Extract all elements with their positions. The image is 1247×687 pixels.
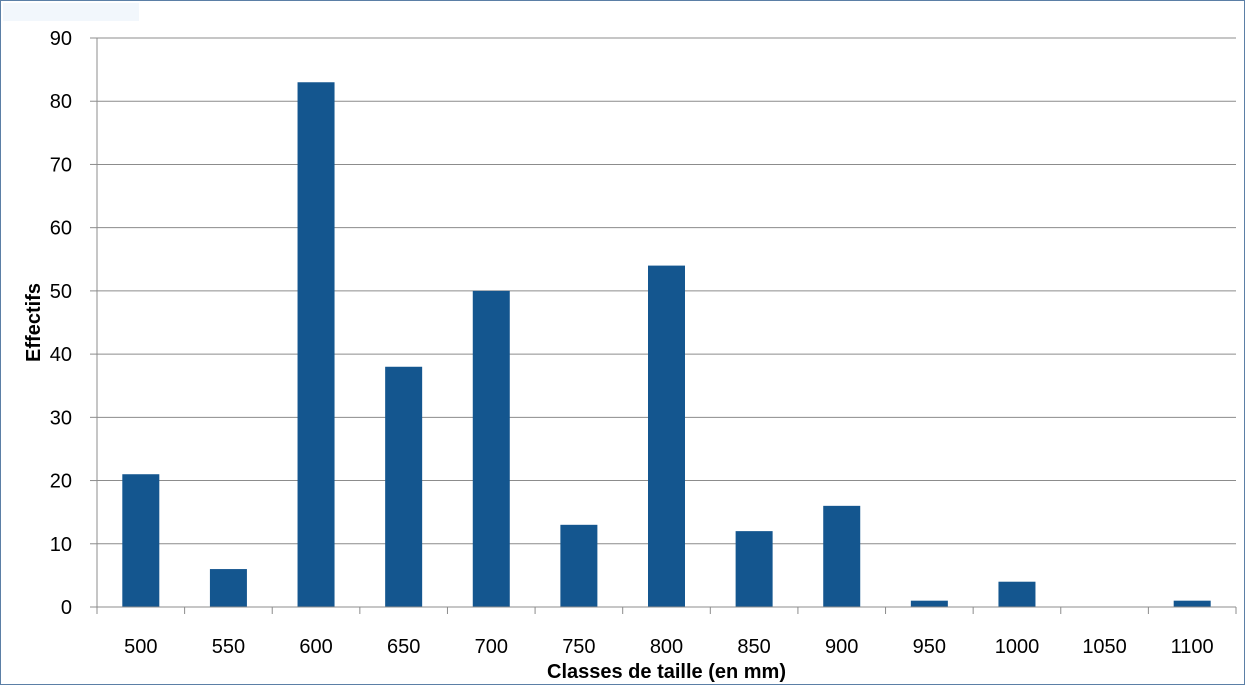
bar: [472, 290, 510, 607]
x-tick-label: 1000: [995, 636, 1040, 658]
y-tick-label: 0: [61, 597, 72, 619]
x-tick-label: 900: [825, 636, 858, 658]
x-tick-label: 700: [475, 636, 508, 658]
x-tick-label: 800: [650, 636, 683, 658]
y-tick-label: 10: [50, 534, 72, 556]
y-axis-title: Effectifs: [23, 283, 45, 362]
y-tick-label: 20: [50, 471, 72, 493]
bar: [998, 581, 1036, 607]
bar: [297, 82, 335, 607]
bar: [385, 366, 423, 607]
bar: [122, 474, 160, 607]
x-axis-title: Classes de taille (en mm): [547, 661, 786, 683]
bar: [823, 505, 861, 607]
y-tick-label: 80: [50, 91, 72, 113]
x-tick-label: 1100: [1171, 636, 1214, 658]
x-tick-label: 950: [913, 636, 946, 658]
bar: [648, 265, 685, 607]
axes: [90, 37, 1237, 614]
x-tick-label: 600: [299, 636, 332, 658]
bar: [910, 600, 948, 607]
x-tick-label: 550: [212, 636, 245, 658]
x-tick-label: 850: [737, 636, 770, 658]
y-tick-label: 90: [50, 28, 72, 50]
bar: [560, 524, 598, 607]
x-tick-label: 750: [562, 636, 595, 658]
bar: [1173, 600, 1211, 607]
y-tick-label: 70: [50, 154, 72, 176]
y-tick-label: 60: [50, 218, 72, 240]
bar: [735, 531, 773, 607]
chart-corner-tab: [3, 3, 139, 21]
bar: [209, 569, 247, 607]
y-tick-label: 30: [50, 407, 72, 429]
x-tick-label: 650: [387, 636, 420, 658]
bars: [122, 82, 1211, 607]
x-tick-label: 500: [124, 636, 157, 658]
y-tick-label: 50: [50, 281, 72, 303]
x-tick-label: 1050: [1082, 636, 1127, 658]
tick-labels: 0 10 20 30 40 50 60 70 80 90 500 550 600 650 700 750 800…: [50, 28, 1214, 658]
y-tick-label: 40: [50, 344, 72, 366]
